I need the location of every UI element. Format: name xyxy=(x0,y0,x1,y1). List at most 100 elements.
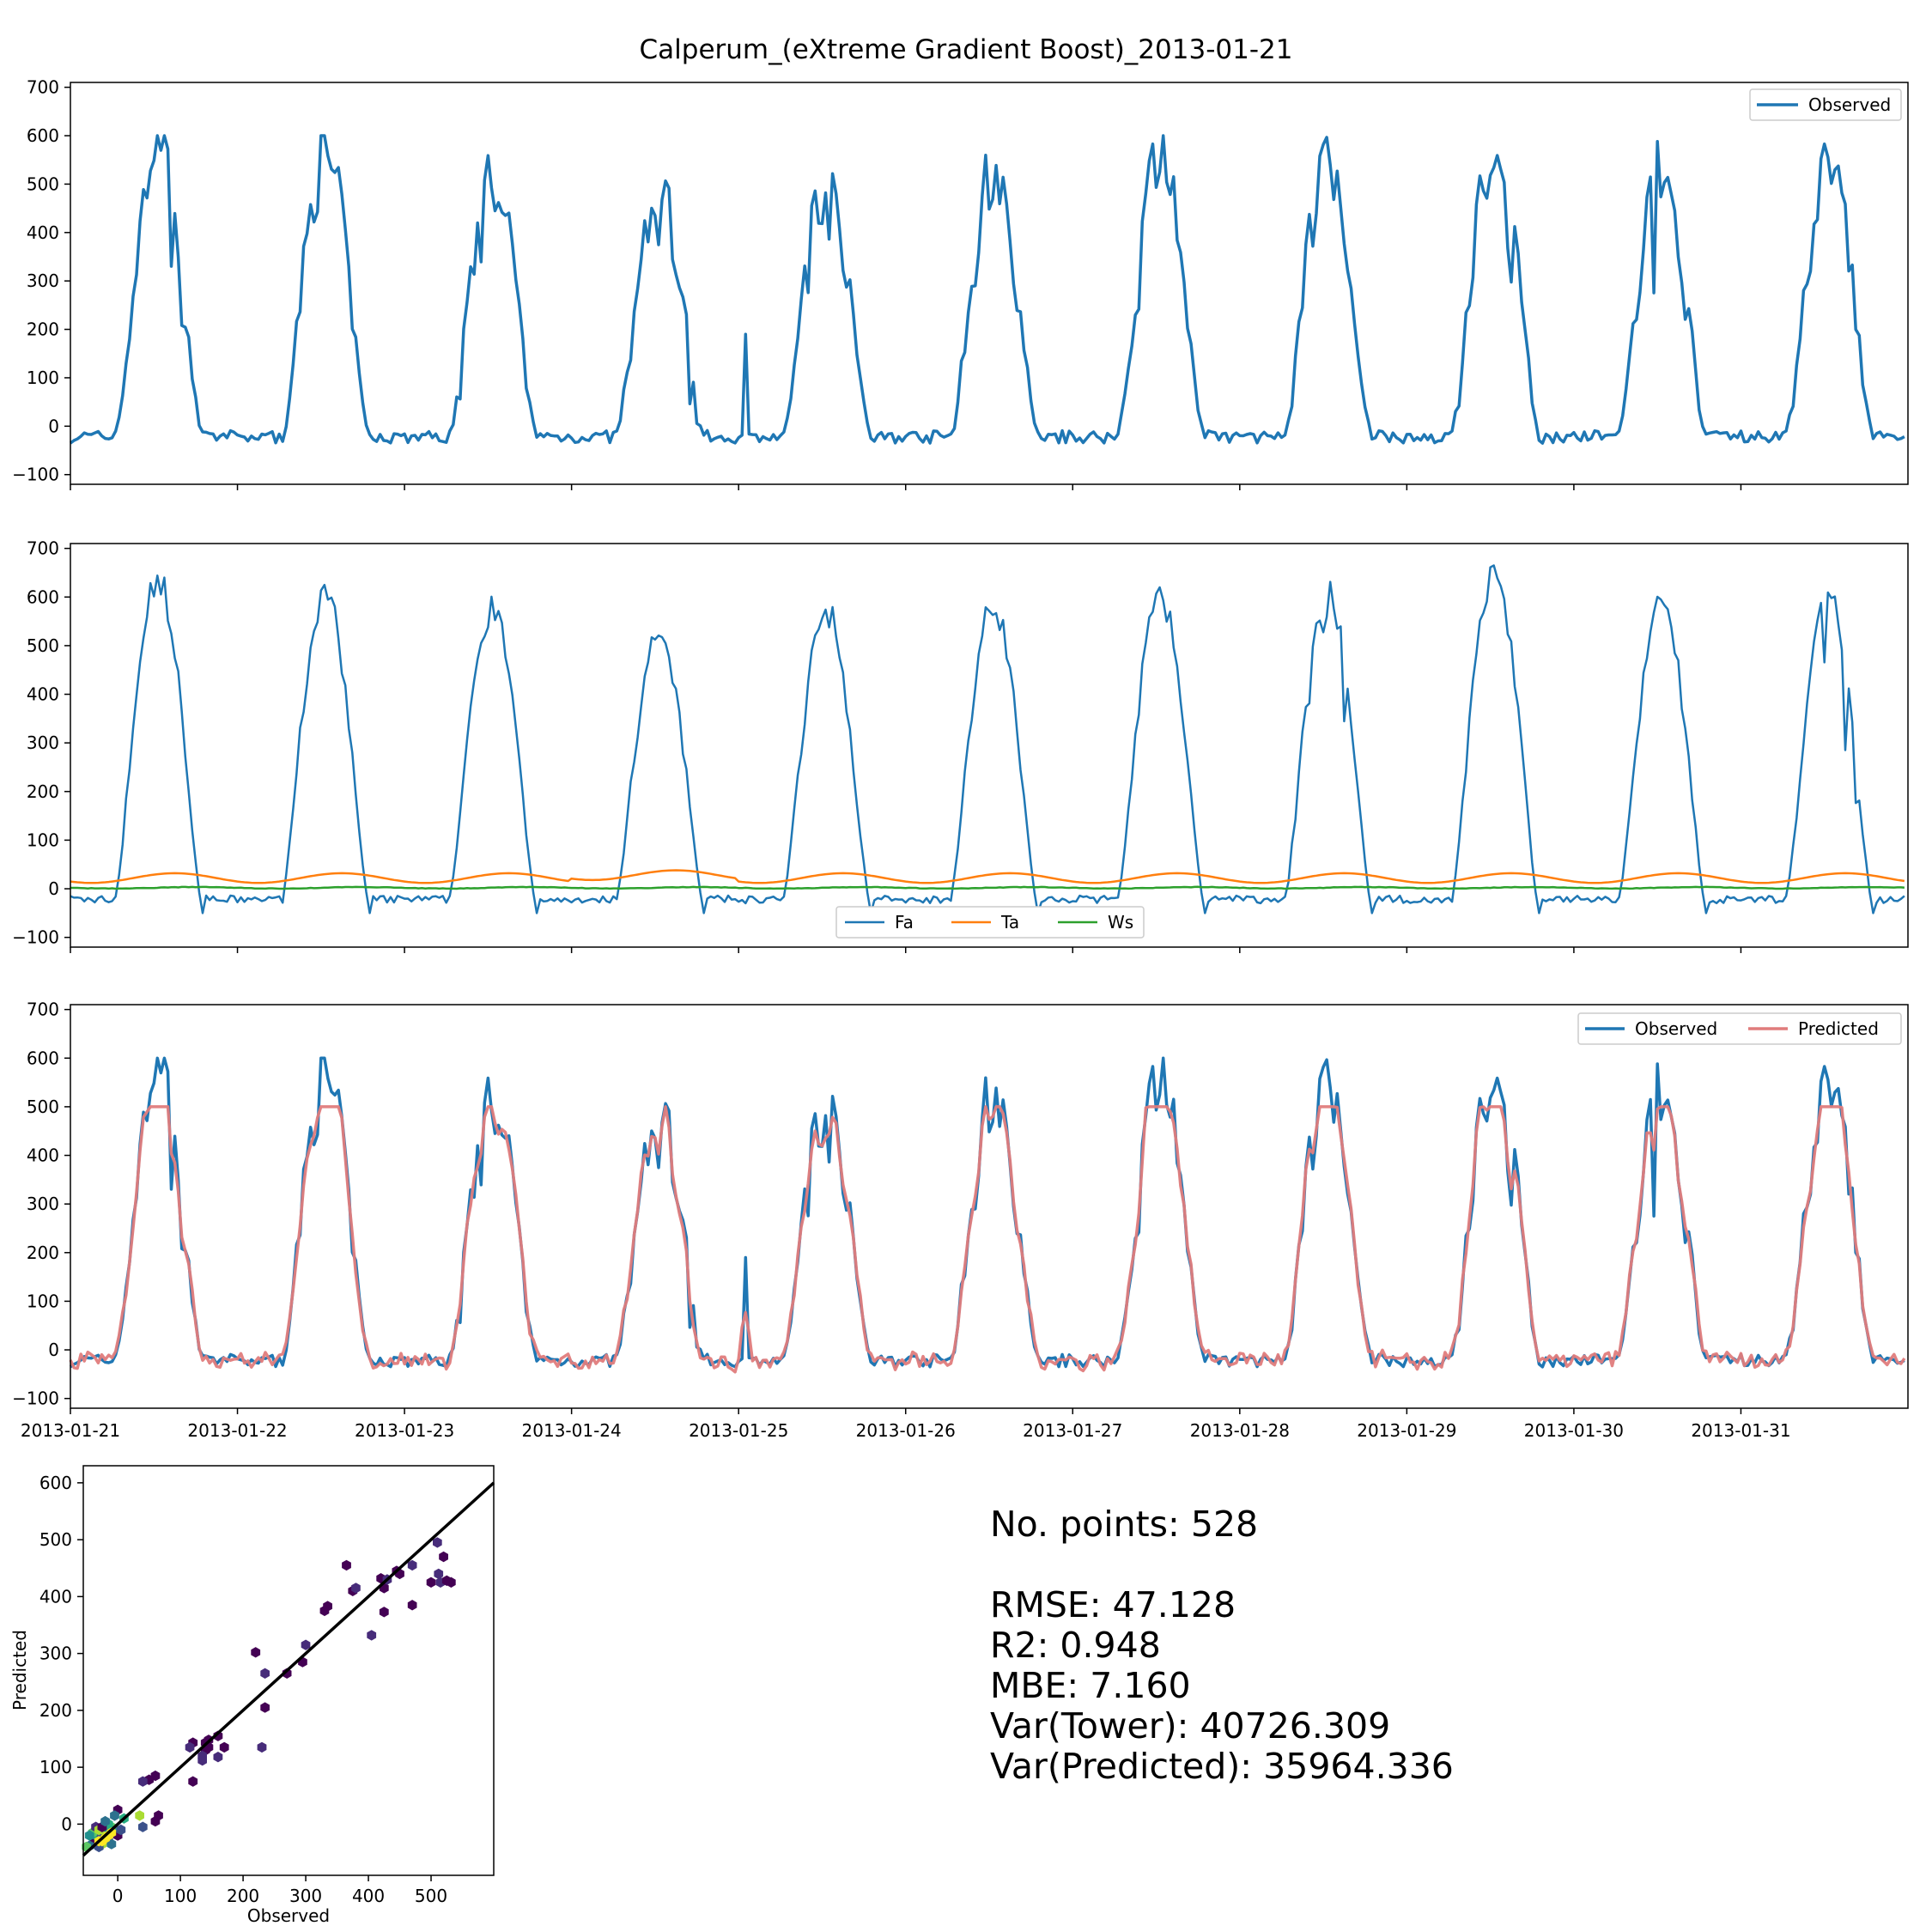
hexbin-cell xyxy=(433,1537,442,1548)
hexbin-cell xyxy=(301,1639,311,1650)
y-tick-label: 200 xyxy=(27,1242,59,1263)
hexbin-cell xyxy=(447,1577,456,1588)
one-to-one-line xyxy=(82,1481,495,1857)
x-tick-label: 2013-01-28 xyxy=(1190,1420,1290,1441)
x-tick-label: 2013-01-30 xyxy=(1524,1420,1624,1441)
observed-panel-frame xyxy=(70,82,1909,485)
x-tick-label: 2013-01-25 xyxy=(689,1420,788,1441)
hexbin-cell xyxy=(150,1815,161,1827)
stat-rmse: RMSE: 47.128 xyxy=(990,1584,1236,1625)
y-tick-label: 0 xyxy=(61,1814,72,1834)
hexbin-cell xyxy=(407,1559,417,1571)
y-tick-label: 600 xyxy=(27,1048,59,1068)
hexbin-cell xyxy=(260,1668,270,1679)
legend-ta-label: Ta xyxy=(1000,912,1019,933)
y-tick-label: 500 xyxy=(27,173,59,194)
y-tick-label: −100 xyxy=(12,927,59,948)
y-tick-label: 200 xyxy=(27,781,59,802)
drivers-panel-frame xyxy=(70,543,1909,948)
y-tick-label: 600 xyxy=(39,1473,72,1493)
y-tick-label: 100 xyxy=(39,1757,72,1777)
series-line-predicted xyxy=(69,1105,1906,1374)
x-tick-label: 2013-01-21 xyxy=(21,1420,120,1441)
hexbin-cell xyxy=(213,1752,223,1763)
x-tick-label: 0 xyxy=(112,1886,124,1906)
y-tick-label: 100 xyxy=(27,1291,59,1311)
drivers-panel-legend: Fa Ta Ws xyxy=(835,906,1145,939)
hexbin-panel-frame xyxy=(82,1465,495,1876)
y-tick-label: −100 xyxy=(12,1388,59,1409)
legend-box xyxy=(1577,1012,1902,1045)
hexbin-cell xyxy=(434,1568,444,1580)
obs-pred-panel: −100 0 100 200 300 400 500 600 700 2013-01-21 2013… xyxy=(12,999,1909,1441)
x-tick-label: 2013-01-24 xyxy=(522,1420,622,1441)
hexbin-cell xyxy=(106,1838,117,1850)
y-tick-label: 700 xyxy=(27,538,59,559)
obs-pred-panel-frame xyxy=(70,1004,1909,1409)
y-tick-label: 200 xyxy=(27,319,59,340)
stat-spacer xyxy=(990,1545,1454,1585)
hexbin-cell xyxy=(367,1630,377,1641)
obs-pred-panel-legend: Observed Predicted xyxy=(1577,1012,1902,1045)
x-tick-label: 500 xyxy=(415,1886,447,1906)
hexbin-cell xyxy=(407,1600,417,1611)
y-tick-label: 400 xyxy=(27,684,59,705)
legend-fa-label: Fa xyxy=(895,912,914,933)
y-tick-label: 200 xyxy=(39,1700,72,1721)
y-tick-label: −100 xyxy=(12,465,59,485)
stats-block: No. points: 528 RMSE: 47.128 R2: 0.948 M… xyxy=(990,1504,1454,1787)
stat-var-tower: Var(Tower): 40726.309 xyxy=(990,1705,1391,1747)
y-tick-label: 300 xyxy=(27,732,59,753)
x-tick-label: 2013-01-26 xyxy=(856,1420,956,1441)
x-tick-label: 2013-01-23 xyxy=(355,1420,454,1441)
hexbin-cell xyxy=(84,1830,94,1841)
hexbin-cell xyxy=(116,1824,126,1836)
hexbin-cell xyxy=(138,1776,148,1787)
hexbin-cell xyxy=(251,1647,261,1658)
y-tick-label: 0 xyxy=(48,878,59,899)
hexbin-cell xyxy=(197,1755,207,1766)
legend-box xyxy=(1749,88,1902,121)
hexbin-cell xyxy=(100,1815,110,1827)
series-line-ta xyxy=(70,869,1905,884)
hexbin-ylabel: Predicted xyxy=(9,1630,30,1710)
y-tick-label: 500 xyxy=(27,635,59,656)
x-tick-label: 200 xyxy=(227,1886,259,1906)
y-tick-label: 500 xyxy=(39,1529,72,1550)
y-tick-label: 700 xyxy=(27,999,59,1020)
y-tick-label: 500 xyxy=(27,1097,59,1117)
hexbin-cell xyxy=(342,1559,351,1571)
legend-ws-label: Ws xyxy=(1108,912,1133,933)
stat-mbe: MBE: 7.160 xyxy=(990,1665,1191,1706)
hexbin-panel: 0 100 200 300 400 500 600 0 100 200 300 400 500 Obse… xyxy=(9,1465,495,1926)
stat-r2: R2: 0.948 xyxy=(990,1625,1161,1666)
y-tick-label: 300 xyxy=(27,270,59,291)
y-tick-label: 100 xyxy=(27,368,59,388)
series-line-ws xyxy=(70,885,1905,890)
hexbin-cell xyxy=(135,1810,144,1821)
x-tick-label: 2013-01-22 xyxy=(187,1420,287,1441)
y-tick-label: 300 xyxy=(27,1194,59,1214)
x-tick-label: 2013-01-27 xyxy=(1023,1420,1122,1441)
hexbin-cell xyxy=(351,1583,361,1594)
x-tick-label: 2013-01-31 xyxy=(1691,1420,1790,1441)
x-tick-label: 2013-01-29 xyxy=(1357,1420,1456,1441)
figure-title: Calperum_(eXtreme Gradient Boost)_2013-0… xyxy=(640,34,1293,65)
y-tick-label: 300 xyxy=(39,1643,72,1664)
observed-panel: −100 0 100 200 300 400 500 600 700 Observed xyxy=(12,77,1909,490)
legend-observed-label: Observed xyxy=(1635,1018,1717,1039)
y-tick-label: 600 xyxy=(27,586,59,607)
legend-observed-label: Observed xyxy=(1808,94,1891,115)
y-tick-label: 0 xyxy=(48,416,59,436)
y-tick-label: 400 xyxy=(27,1145,59,1166)
x-tick-label: 400 xyxy=(352,1886,385,1906)
hexbin-cell xyxy=(219,1741,229,1753)
hexbin-cell xyxy=(260,1702,270,1713)
x-tick-label: 100 xyxy=(164,1886,197,1906)
series-line-fa xyxy=(70,564,1905,914)
legend-predicted-label: Predicted xyxy=(1798,1018,1879,1039)
hexbin-cell xyxy=(426,1577,436,1588)
y-tick-label: 600 xyxy=(27,125,59,146)
y-tick-label: 400 xyxy=(39,1586,72,1607)
